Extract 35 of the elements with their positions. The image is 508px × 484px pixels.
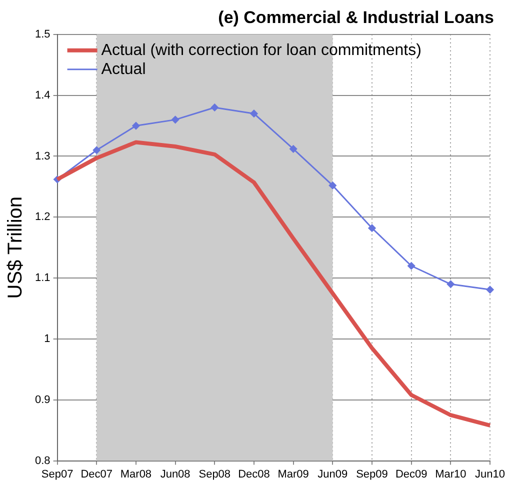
y-tick-label: 1.1	[34, 272, 50, 284]
x-tick-label: Dec09	[395, 468, 428, 480]
y-tick-label: 0.8	[34, 454, 50, 467]
y-tick-label: 1.3	[34, 150, 50, 162]
point	[368, 224, 376, 232]
x-tick-label: Sep09	[356, 468, 388, 480]
y-tick-label: 1	[44, 333, 50, 346]
legend-label: Actual (with correction for loan commitments)	[101, 42, 422, 59]
y-tick-label: 0.9	[34, 394, 50, 406]
point	[210, 104, 218, 112]
y-tick-label: 1.5	[34, 28, 50, 40]
point	[92, 146, 100, 154]
point	[250, 110, 258, 118]
point	[328, 182, 336, 190]
x-tick-label: Jun08	[160, 468, 190, 480]
point	[132, 122, 140, 130]
x-tick-label: Mar08	[120, 468, 152, 480]
x-tick-label: Mar10	[435, 468, 466, 480]
y-tick-label: 1.2	[34, 211, 50, 224]
legend-label: Actual	[101, 60, 146, 78]
x-tick-label: Dec08	[238, 468, 270, 480]
x-tick-label: Sep08	[198, 468, 231, 480]
x-tick-label: Mar09	[278, 468, 309, 480]
x-tick-label: Sep07	[41, 468, 74, 480]
x-tick-label: Dec07	[80, 468, 113, 480]
y-tick-label: 1.4	[34, 89, 50, 102]
point	[290, 145, 298, 153]
point	[446, 280, 454, 288]
point	[172, 116, 180, 124]
chart-title: (e) Commercial & Industrial Loans	[218, 8, 494, 27]
y-axis-title: US$ Trillion	[4, 196, 27, 299]
point	[408, 262, 416, 270]
point	[486, 286, 494, 294]
x-tick-label: Jun09	[318, 468, 348, 480]
x-tick-label: Jun10	[475, 468, 506, 480]
